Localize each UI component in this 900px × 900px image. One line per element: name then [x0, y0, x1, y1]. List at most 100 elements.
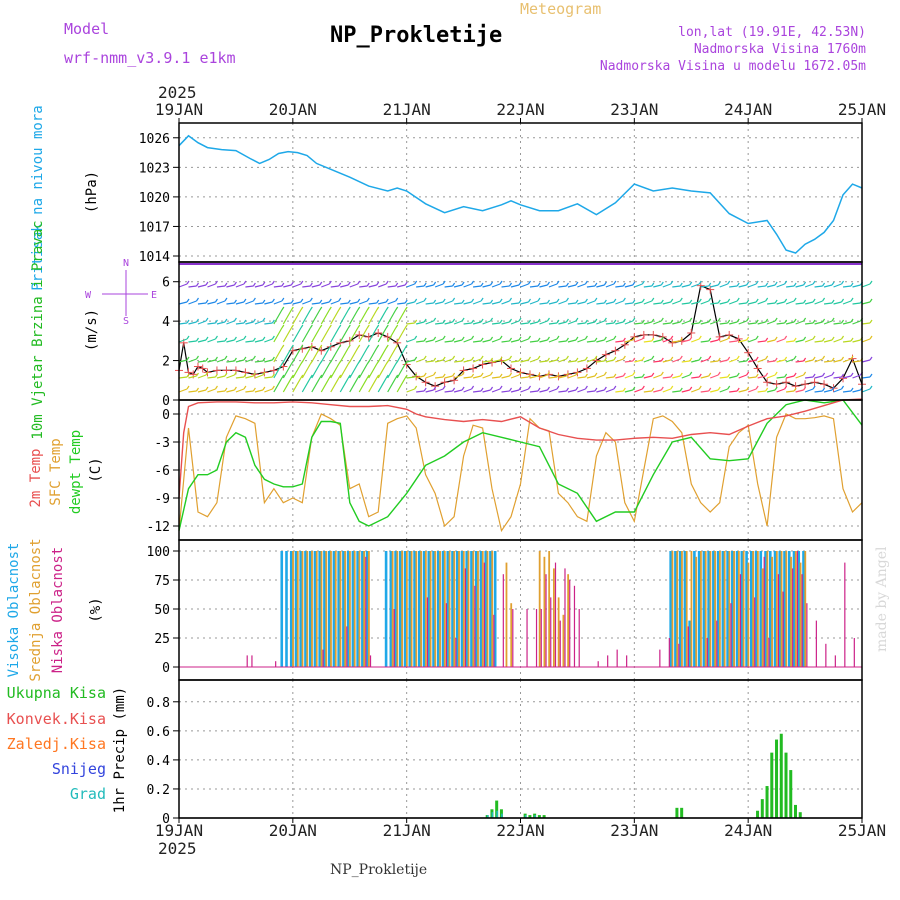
wind-barb — [577, 338, 586, 343]
wind-barb — [757, 358, 766, 363]
wind-barb — [719, 388, 728, 393]
cloud-bar — [403, 551, 407, 667]
wind-barb — [842, 340, 852, 343]
wind-barb-head — [338, 282, 342, 287]
wind-barb — [501, 340, 510, 343]
wind-barb — [472, 321, 482, 325]
wind-barb — [577, 322, 586, 325]
wind-barb-head — [518, 357, 522, 362]
wind-barb — [719, 283, 728, 288]
cloud-bar — [389, 551, 393, 667]
wind-barb-head — [300, 360, 304, 365]
wind-barb — [330, 309, 340, 325]
wind-barb — [463, 388, 472, 393]
wind-barb — [282, 309, 292, 325]
wind-barb — [235, 359, 245, 363]
wind-barb — [662, 283, 672, 288]
wind-barb-head — [414, 373, 418, 378]
wind-barb — [330, 327, 340, 343]
wind-barb — [700, 390, 709, 393]
wind-barb — [330, 377, 340, 393]
y-tick-label: 0.4 — [147, 754, 171, 769]
wind-barb — [861, 301, 871, 305]
wind-barb — [188, 321, 197, 325]
cloud-bar — [687, 626, 689, 667]
y-tick-label: -6 — [154, 464, 170, 479]
wind-barb-head — [490, 371, 494, 376]
wind-barb-head — [603, 357, 607, 362]
wind-barb — [605, 388, 615, 393]
wind-barb-head — [414, 319, 418, 324]
wind-barb — [852, 360, 861, 363]
wind-barb — [425, 389, 434, 393]
wind-barb-head — [850, 297, 854, 302]
wind-barb-head — [765, 372, 769, 377]
wind-barbs — [178, 263, 873, 393]
wind-barb — [358, 377, 368, 393]
wind-barb — [454, 360, 463, 363]
wind-barb — [397, 302, 406, 305]
wind-barb-head — [233, 317, 237, 322]
wind-barb-head — [556, 373, 560, 378]
cloud-bar — [804, 551, 807, 667]
wind-barb-head — [736, 337, 740, 342]
wind-barb — [700, 300, 709, 305]
wind-barb — [207, 301, 216, 305]
cloud-bar — [349, 551, 351, 667]
wind-barb — [710, 284, 719, 288]
wind-barb-head — [309, 360, 313, 365]
wind-barb-head — [224, 282, 228, 287]
wind-barb-head — [452, 282, 456, 287]
wind-barb-head — [395, 282, 399, 287]
cloud-bar — [408, 551, 412, 667]
cloud-bar — [688, 620, 691, 667]
wind-barb-head — [509, 282, 513, 287]
wind-barb — [738, 302, 747, 305]
wind-barb — [596, 320, 605, 325]
wind-barb — [596, 302, 605, 305]
wind-barb-head — [385, 324, 389, 329]
cloud-bar — [424, 551, 427, 667]
wind-barb — [852, 389, 861, 393]
wind-barb — [615, 285, 624, 288]
cloud-bar — [723, 551, 726, 667]
wind-barb-head — [328, 344, 332, 349]
wind-barb — [653, 360, 662, 363]
wind-barb — [643, 340, 652, 343]
wind-barb — [786, 340, 795, 343]
cloud-bar — [785, 551, 788, 667]
wind-barb — [529, 358, 539, 363]
wind-barb — [254, 374, 264, 379]
cloud-bar — [559, 620, 561, 667]
wind-barb-head — [717, 299, 721, 304]
wind-barb — [785, 375, 795, 379]
wind-barb-head — [869, 373, 873, 378]
wind-barb — [805, 322, 814, 325]
wind-barb-head — [461, 281, 465, 286]
wind-barb-head — [328, 280, 332, 285]
axis-labels: 101410171020102310260246-12-9-6-30025507… — [139, 100, 886, 840]
wind-barb-head — [442, 298, 446, 303]
cloud-bar — [337, 551, 340, 667]
wind-barb-head — [224, 355, 228, 360]
wind-barb — [311, 377, 321, 393]
cloud-bar — [799, 562, 802, 667]
wind-barb — [349, 301, 358, 305]
wind-barb-head — [471, 335, 475, 340]
wind-barb-head — [186, 280, 190, 285]
wind-barb-head — [850, 355, 854, 360]
wind-barb-head — [205, 281, 209, 286]
x-tick-label-top: 23JAN — [610, 100, 658, 119]
temp-2m-line — [178, 398, 863, 499]
wind-barb-head — [471, 385, 475, 390]
wind-barb — [197, 302, 207, 305]
x-tick-label-bottom: 19JAN — [155, 821, 203, 840]
wind-barb-head — [651, 387, 655, 392]
wind-barb-head — [841, 335, 845, 340]
wind-barb — [558, 375, 567, 379]
wind-barb — [842, 375, 852, 379]
model-label: Model — [64, 20, 109, 38]
wind-barb-head — [357, 360, 361, 365]
wind-barb — [416, 375, 425, 379]
wind-barb — [197, 339, 207, 343]
